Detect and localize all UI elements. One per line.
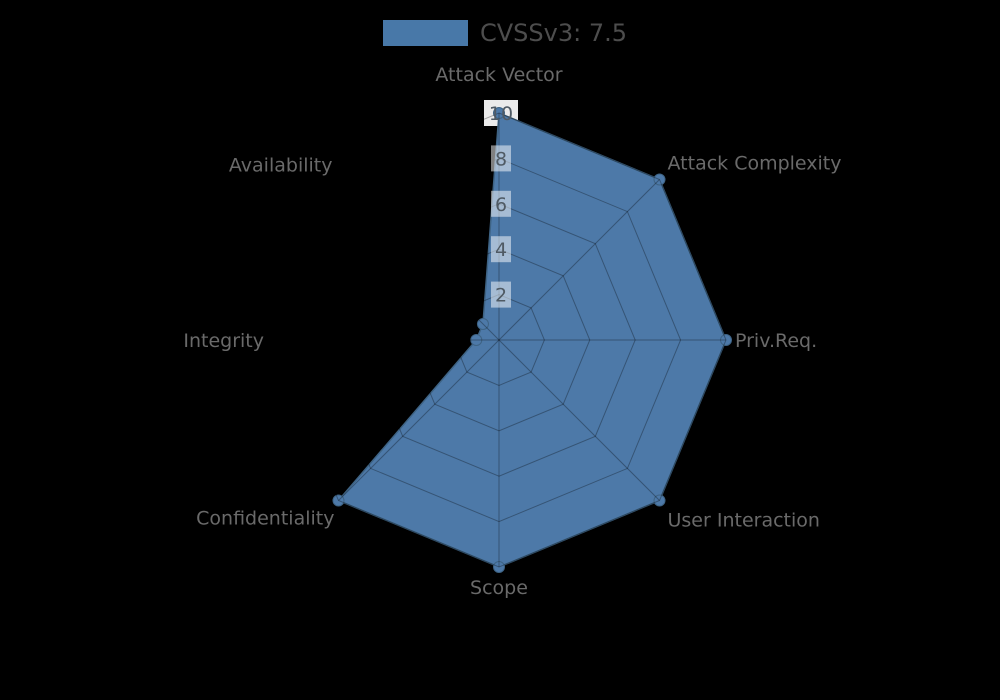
vertex-marker-integrity — [470, 334, 483, 346]
axis-label-availability: Availability — [229, 154, 333, 176]
r-tick-label: 10 — [489, 103, 513, 125]
vertex-marker-scope — [493, 561, 505, 573]
r-tick-box — [491, 281, 511, 308]
axis-label-confidentiality: Confidentiality — [196, 508, 334, 530]
r-tick-label: 6 — [495, 194, 507, 216]
r-tick-label: 2 — [495, 285, 507, 307]
axis-label-priv-req-: Priv.Req. — [735, 330, 817, 352]
axis-label-scope: Scope — [470, 577, 528, 599]
r-tick-label: 4 — [495, 239, 507, 261]
vertex-marker-priv-req- — [720, 334, 732, 346]
legend-swatch — [383, 19, 468, 46]
vertex-marker-attack-complexity — [653, 173, 666, 186]
axis-label-attack-complexity: Attack Complexity — [668, 152, 842, 174]
vertex-marker-availability — [476, 317, 489, 330]
legend-label: CVSSv3: 7.5 — [480, 18, 627, 47]
axis-spoke — [338, 339, 500, 501]
legend: CVSSv3: 7.5 — [383, 18, 627, 47]
grid-ring — [453, 294, 545, 386]
grid-ring — [271, 112, 727, 568]
vertex-marker-confidentiality — [332, 494, 345, 507]
grid-ring — [362, 203, 636, 477]
r-tick-label: 8 — [495, 148, 507, 170]
r-tick-box — [491, 190, 511, 217]
axis-spoke — [498, 339, 660, 501]
grid-ring — [407, 248, 591, 432]
axis-label-attack-vector: Attack Vector — [435, 64, 562, 86]
axis-label-user-interaction: User Interaction — [668, 510, 820, 532]
vertex-marker-user-interaction — [653, 494, 666, 507]
axis-label-integrity: Integrity — [183, 330, 264, 352]
vertex-marker-attack-vector — [493, 107, 505, 119]
grid-ring — [316, 157, 682, 523]
axis-spoke — [338, 179, 500, 341]
r-tick-box — [491, 145, 511, 172]
r-tick-box — [491, 236, 511, 263]
axis-spoke — [498, 179, 660, 341]
